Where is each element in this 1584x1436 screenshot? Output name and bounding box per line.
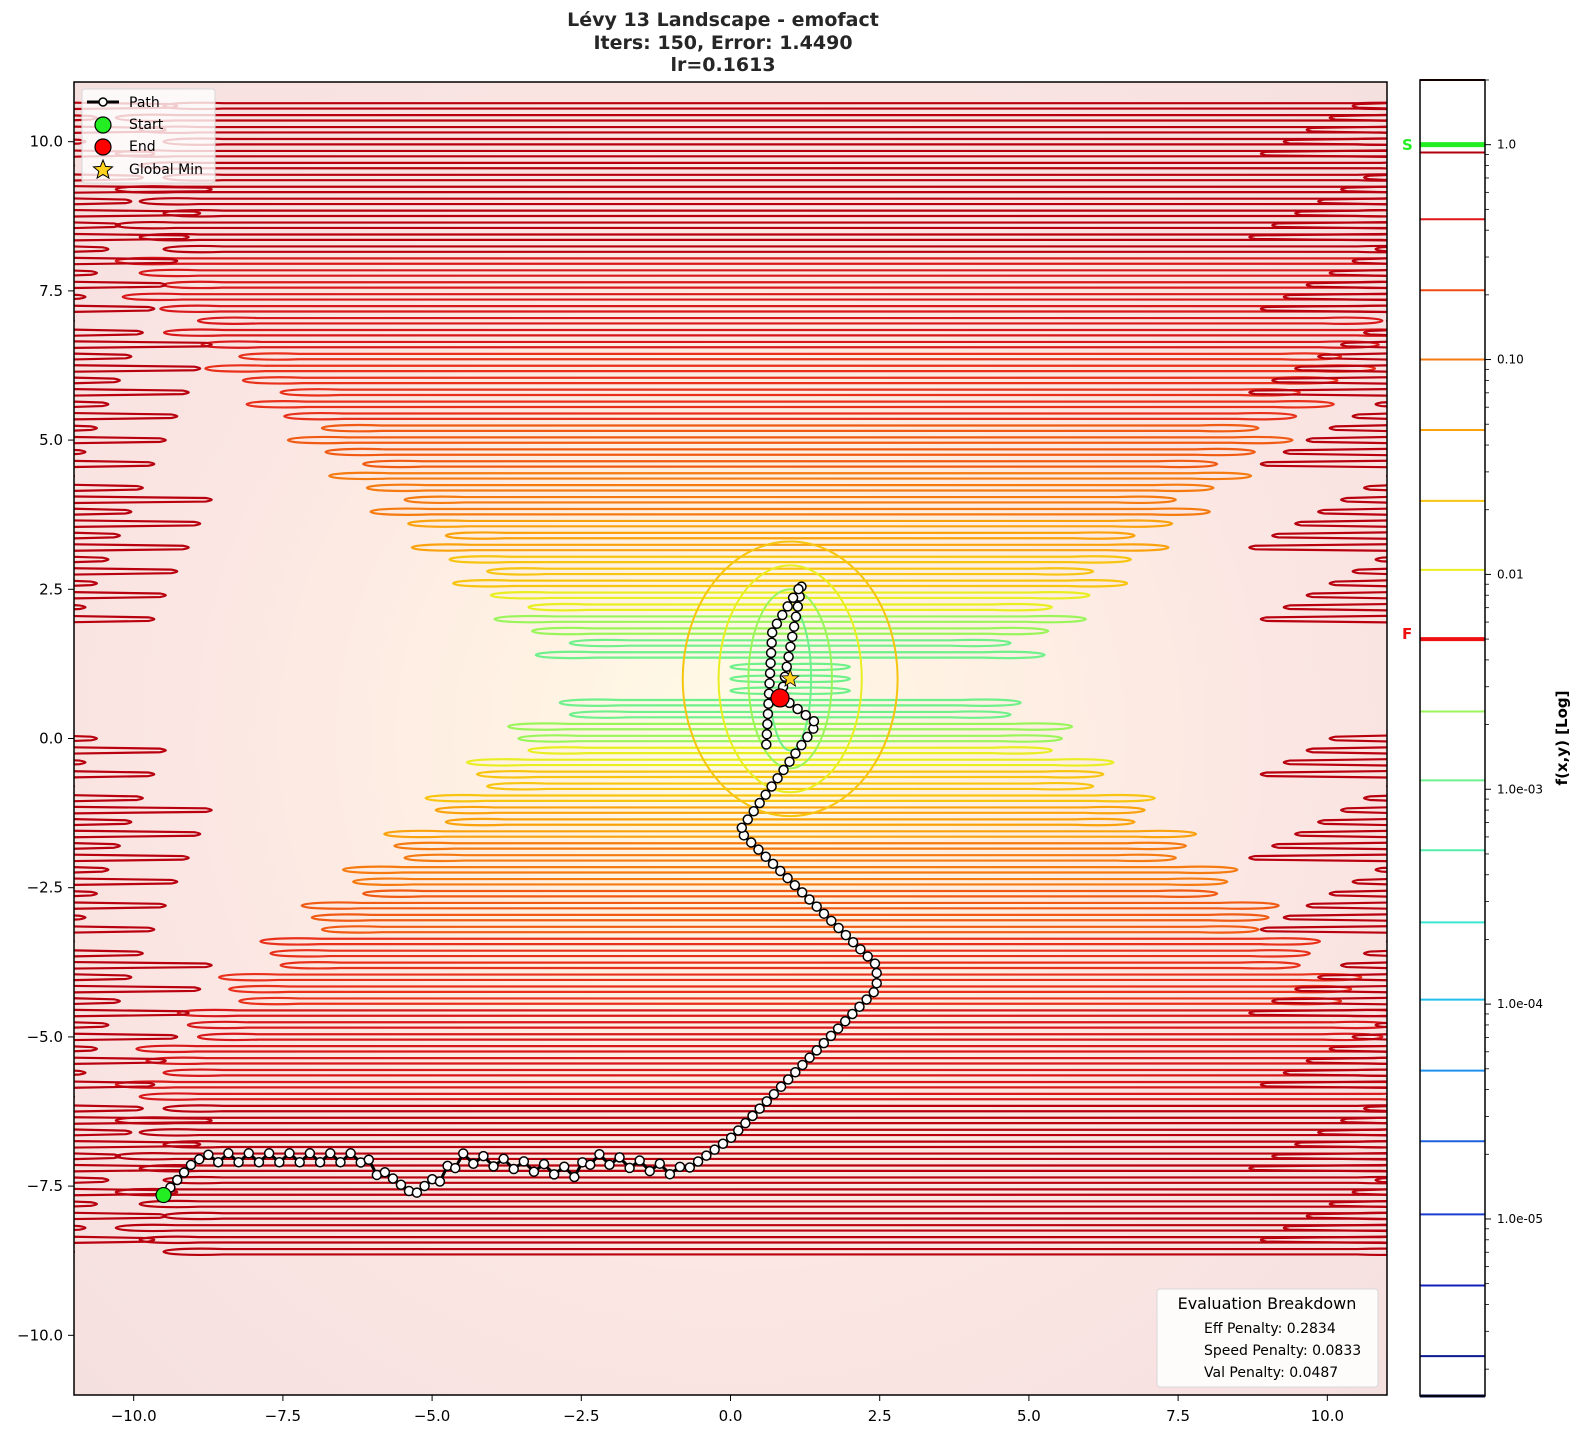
global-min-star-icon xyxy=(780,668,800,688)
end-point-icon xyxy=(770,688,790,708)
plot-area xyxy=(73,81,1388,1396)
colorbar-tick-label: 1.0 xyxy=(1497,138,1516,152)
colorbar-levels xyxy=(1420,79,1485,1398)
chart-title-line-3: lr=0.1613 xyxy=(670,54,776,76)
legend: Path Start End Global Min xyxy=(81,88,216,184)
x-tick-label: −10.0 xyxy=(111,1407,157,1425)
evaluation-breakdown-box: Evaluation Breakdown Eff Penalty: 0.2834… xyxy=(1156,1288,1379,1388)
eff-penalty-text: Eff Penalty: 0.2834 xyxy=(1204,1321,1336,1337)
evaluation-title: Evaluation Breakdown xyxy=(1178,1294,1357,1313)
legend-item-global-min: Global Min xyxy=(92,158,203,180)
x-tick-label: 7.5 xyxy=(1166,1407,1190,1425)
chart-title-line-1: Lévy 13 Landscape - emofact xyxy=(567,9,879,31)
colorbar-tick-label: 0.10 xyxy=(1497,353,1524,367)
x-tick-label: 10.0 xyxy=(1311,1407,1344,1425)
x-tick-label: −5.0 xyxy=(414,1407,450,1425)
y-axis: 10.0 7.5 5.0 2.5 0.0 −2.5 −5.0 −7.5 −10.0 xyxy=(17,133,74,1344)
y-tick-label: 2.5 xyxy=(39,580,63,598)
y-tick-label: 10.0 xyxy=(30,133,63,151)
legend-label-end: End xyxy=(129,139,156,155)
x-tick-label: 5.0 xyxy=(1017,1407,1041,1425)
colorbar-ticks: 1.0 0.10 0.01 1.0e-03 1.0e-04 1.0e-05 xyxy=(1485,79,1543,1370)
y-tick-label: 5.0 xyxy=(39,431,63,449)
speed-penalty-text: Speed Penalty: 0.0833 xyxy=(1204,1343,1361,1359)
x-axis: −10.0 −7.5 −5.0 −2.5 0.0 2.5 5.0 7.5 10.0 xyxy=(111,1395,1344,1425)
colorbar-tick-label: 1.0e-03 xyxy=(1497,782,1543,796)
chart-title-line-2: Iters: 150, Error: 1.4490 xyxy=(593,32,853,54)
x-tick-label: −2.5 xyxy=(563,1407,599,1425)
val-penalty-text: Val Penalty: 0.0487 xyxy=(1204,1365,1338,1381)
y-tick-label: −7.5 xyxy=(27,1177,63,1195)
colorbar-tick-label: 1.0e-04 xyxy=(1497,997,1543,1011)
y-tick-label: −5.0 xyxy=(27,1028,63,1046)
legend-label-start: Start xyxy=(129,117,164,133)
x-tick-label: 0.0 xyxy=(719,1407,743,1425)
y-tick-label: 0.0 xyxy=(39,730,63,748)
legend-item-end: End xyxy=(94,138,156,156)
legend-item-start: Start xyxy=(94,116,164,134)
y-tick-label: −10.0 xyxy=(17,1326,63,1344)
colorbar: 1.0 0.10 0.01 1.0e-03 1.0e-04 1.0e-05 S F f(x… xyxy=(1402,79,1571,1398)
colorbar-tick-label: 0.01 xyxy=(1497,567,1524,581)
legend-label-path: Path xyxy=(129,95,160,111)
y-tick-label: 7.5 xyxy=(39,282,63,300)
star-icon xyxy=(92,158,114,180)
y-tick-label: −2.5 xyxy=(27,879,63,897)
legend-label-global-min: Global Min xyxy=(129,162,203,178)
path-marker-icon xyxy=(98,97,108,107)
colorbar-start-marker: S xyxy=(1402,136,1413,154)
colorbar-final-marker: F xyxy=(1402,625,1412,643)
x-tick-label: 2.5 xyxy=(868,1407,892,1425)
x-tick-label: −7.5 xyxy=(265,1407,301,1425)
colorbar-label: f(x,y) [Log] xyxy=(1553,691,1571,786)
legend-item-path: Path xyxy=(87,95,160,111)
colorbar-tick-label: 1.0e-05 xyxy=(1497,1212,1543,1226)
start-circle-icon xyxy=(94,116,112,134)
end-circle-icon xyxy=(94,138,112,156)
start-point-icon xyxy=(155,1186,172,1204)
optimizer-path xyxy=(155,581,882,1204)
